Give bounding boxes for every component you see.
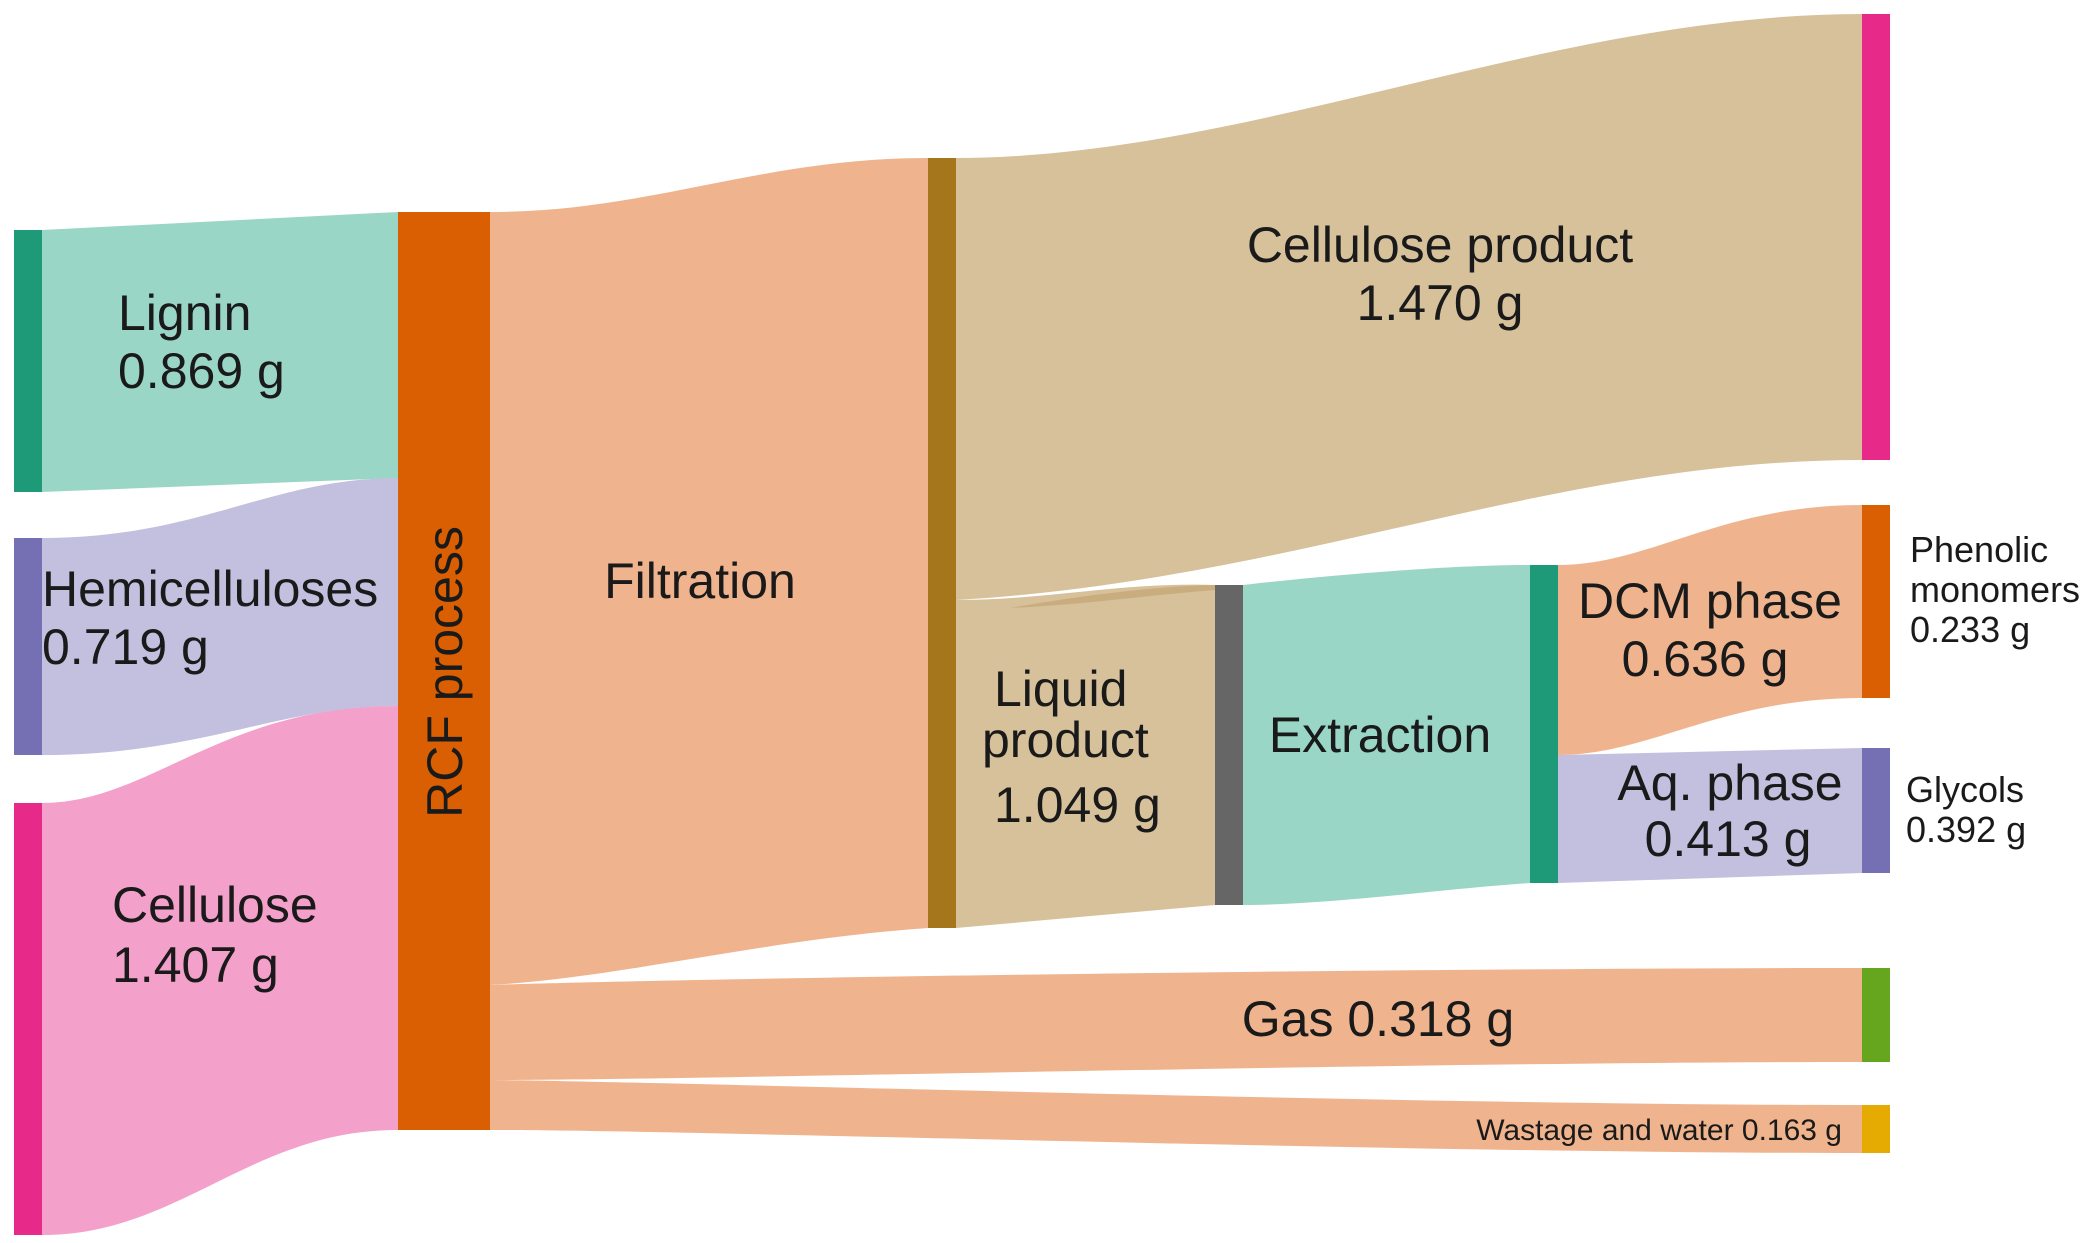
phenolic-monomers-label-line2: monomers [1910, 569, 2080, 610]
phenolic-monomers-label-line1: Phenolic [1910, 529, 2048, 570]
filtration-node [928, 158, 956, 928]
aq-phase-value: 0.413 g [1645, 811, 1812, 867]
hemicelluloses-node [14, 538, 42, 755]
cellulose-value: 1.407 g [112, 937, 279, 993]
flow-lignin [42, 212, 398, 492]
gas-label: Gas 0.318 g [1242, 991, 1514, 1047]
phenolic-monomers-value: 0.233 g [1910, 609, 2030, 650]
flow-gas [490, 968, 1862, 1080]
liquid-product-label-line2: product [982, 712, 1149, 768]
glycols-node [1862, 748, 1890, 873]
flow-liquid-product [956, 584, 1215, 928]
wastage-node [1862, 1105, 1890, 1153]
extraction-node [1215, 585, 1243, 905]
dcm-phase-label: DCM phase [1578, 573, 1842, 629]
lignin-label: Lignin [118, 285, 251, 341]
rcf-process-node [398, 212, 490, 1130]
rcf-process-label: RCF process [417, 526, 473, 818]
lignin-node [14, 230, 42, 492]
filtration-label: Filtration [604, 553, 796, 609]
cellulose-node [14, 803, 42, 1235]
flow-extraction [1243, 565, 1530, 905]
hemicelluloses-label: Hemicelluloses [42, 561, 378, 617]
flow-sliver [1010, 585, 1215, 608]
flow-dcm-phase [1558, 505, 1862, 755]
flow-wastage [490, 1080, 1862, 1153]
wastage-label: Wastage and water 0.163 g [1476, 1114, 1842, 1147]
hemicelluloses-value: 0.719 g [42, 619, 209, 675]
cellulose-label: Cellulose [112, 877, 318, 933]
flow-cellulose-product [956, 14, 1862, 600]
flow-hemicelluloses [42, 478, 398, 755]
cellulose-product-node [1862, 14, 1890, 460]
liquid-product-value: 1.049 g [994, 777, 1161, 833]
extraction-label: Extraction [1269, 707, 1491, 763]
separation-node [1530, 565, 1558, 883]
cellulose-product-value: 1.470 g [1357, 275, 1524, 331]
dcm-phase-value: 0.636 g [1622, 631, 1789, 687]
phenolic-monomers-node [1862, 505, 1890, 698]
lignin-value: 0.869 g [118, 343, 285, 399]
aq-phase-label: Aq. phase [1617, 755, 1842, 811]
flow-cellulose [42, 706, 398, 1235]
flow-filtration [490, 158, 928, 985]
flow-aq-phase [1558, 748, 1862, 883]
gas-node [1862, 968, 1890, 1062]
glycols-value: 0.392 g [1906, 809, 2026, 850]
cellulose-product-label: Cellulose product [1247, 217, 1633, 273]
glycols-label: Glycols [1906, 769, 2024, 810]
liquid-product-label-line1: Liquid [994, 661, 1127, 717]
